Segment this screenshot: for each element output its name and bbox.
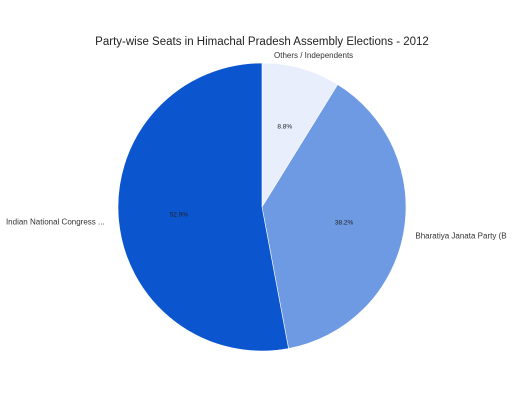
pie-percent-labels: 8.8% 38.2% 52.9%: [170, 124, 354, 227]
pie-percent-label-3: 52.9%: [170, 212, 189, 219]
pie-outer-label-1: Others / Independents: [274, 51, 353, 60]
pie-percent-label-2: 38.2%: [335, 219, 354, 226]
pie-percent-label-1: 8.8%: [277, 124, 292, 131]
pie-slices: [117, 62, 407, 352]
pie-slice-2: [261, 84, 407, 349]
pie-slice-3: [117, 62, 289, 352]
chart-title: Party-wise Seats in Himachal Pradesh Ass…: [95, 36, 429, 48]
pie-outer-label-2: Bharatiya Janata Party (B: [415, 232, 506, 241]
pie-outer-labels: Others / Independents Bharatiya Janata Pa…: [6, 51, 507, 241]
pie-outer-label-3: Indian National Congress ...: [6, 218, 105, 227]
